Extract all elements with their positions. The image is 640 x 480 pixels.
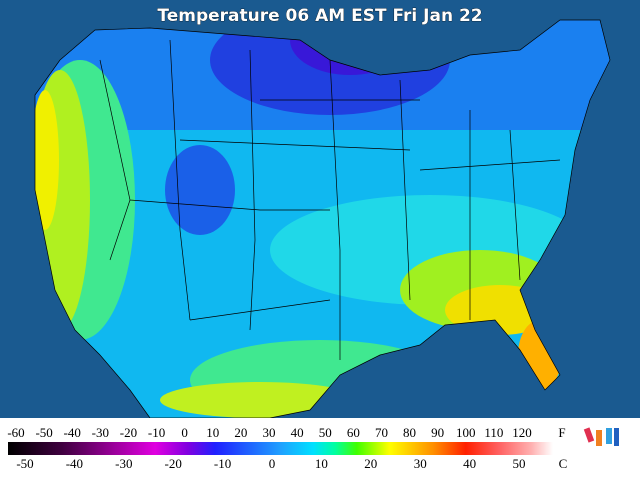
- fahrenheit-label: 20: [234, 425, 247, 440]
- color-scale-bar: [8, 442, 553, 455]
- fahrenheit-label: 100: [456, 425, 476, 440]
- fahrenheit-label: 50: [319, 425, 332, 440]
- celsius-label: 40: [463, 456, 476, 471]
- fahrenheit-label: -60: [7, 425, 24, 440]
- celsius-unit: C: [559, 456, 568, 471]
- fahrenheit-label: 110: [484, 425, 503, 440]
- celsius-label: -50: [16, 456, 33, 471]
- fahrenheit-label: -30: [92, 425, 109, 440]
- celsius-label: -10: [214, 456, 231, 471]
- fahrenheit-label: 60: [347, 425, 360, 440]
- fahrenheit-label: 70: [375, 425, 388, 440]
- fahrenheit-label: 90: [431, 425, 444, 440]
- fahrenheit-label: 30: [263, 425, 276, 440]
- fahrenheit-unit: F: [558, 425, 565, 440]
- celsius-label: -30: [115, 456, 132, 471]
- fahrenheit-label: 0: [181, 425, 188, 440]
- fahrenheit-label: -50: [35, 425, 52, 440]
- celsius-label: -40: [66, 456, 83, 471]
- celsius-label: 0: [269, 456, 276, 471]
- fahrenheit-label: 80: [403, 425, 416, 440]
- fahrenheit-label: 40: [291, 425, 304, 440]
- celsius-label: 20: [364, 456, 377, 471]
- fahrenheit-label: -40: [64, 425, 81, 440]
- state-borders: [34, 19, 611, 419]
- celsius-label: -20: [165, 456, 182, 471]
- fahrenheit-label: -10: [148, 425, 165, 440]
- celsius-label: 50: [513, 456, 526, 471]
- map-title: Temperature 06 AM EST Fri Jan 22: [157, 6, 482, 26]
- fahrenheit-label: 120: [512, 425, 532, 440]
- celsius-label: 30: [414, 456, 427, 471]
- logo: [583, 427, 619, 446]
- fahrenheit-label: 10: [206, 425, 219, 440]
- celsius-label: 10: [315, 456, 328, 471]
- fahrenheit-label: -20: [120, 425, 137, 440]
- legend-labels: -60 -50 -40 -30 -20 -10 0 10 20 30 40 50 60 70 80 90 100…: [7, 425, 531, 471]
